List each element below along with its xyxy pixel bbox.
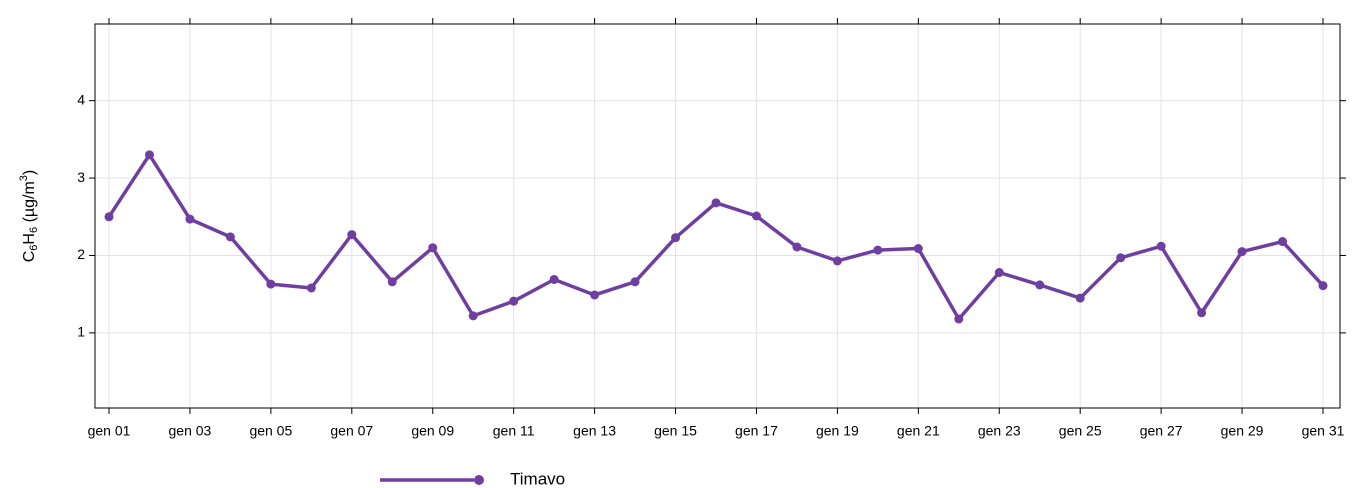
- data-point: [994, 268, 1004, 278]
- x-tick-label: gen 23: [978, 423, 1021, 439]
- data-point: [104, 212, 114, 222]
- y-tick-label: 4: [77, 91, 85, 107]
- data-point: [1035, 280, 1045, 290]
- y-label-part: (µg/m: [21, 181, 38, 227]
- data-point: [549, 274, 559, 284]
- data-point: [1116, 253, 1126, 263]
- y-label-part: 6: [28, 227, 40, 233]
- data-point: [913, 244, 923, 254]
- x-tick-label: gen 07: [330, 423, 373, 439]
- data-point: [1278, 237, 1288, 247]
- data-point: [711, 198, 721, 208]
- y-label-part: H: [21, 233, 38, 245]
- data-point: [1075, 293, 1085, 303]
- x-tick-label: gen 09: [411, 423, 454, 439]
- x-tick-label: gen 15: [654, 423, 697, 439]
- y-tick-label: 2: [77, 246, 85, 262]
- data-point: [630, 277, 640, 287]
- x-tick-label: gen 29: [1221, 423, 1264, 439]
- data-point: [1318, 281, 1328, 291]
- x-tick-label: gen 17: [735, 423, 778, 439]
- data-point: [144, 150, 154, 160]
- data-point: [266, 279, 276, 289]
- data-point: [751, 211, 761, 221]
- data-point: [671, 233, 681, 243]
- x-tick-label: gen 03: [169, 423, 212, 439]
- data-point: [1156, 241, 1166, 251]
- data-point: [1197, 308, 1207, 318]
- data-point: [509, 296, 519, 306]
- y-tick-label: 1: [77, 324, 85, 340]
- x-tick-label: gen 21: [897, 423, 940, 439]
- x-tick-label: gen 25: [1059, 423, 1102, 439]
- x-tick-label: gen 19: [816, 423, 859, 439]
- y-label-part: 3: [18, 175, 30, 181]
- data-point: [873, 245, 883, 255]
- data-point: [306, 283, 316, 293]
- data-point: [792, 242, 802, 252]
- y-tick-label: 3: [77, 169, 85, 185]
- plot-frame: [94, 23, 1341, 409]
- data-point: [225, 232, 235, 242]
- data-point: [468, 311, 478, 321]
- data-point: [428, 243, 438, 253]
- x-tick-label: gen 01: [88, 423, 131, 439]
- y-label-part: C: [21, 251, 38, 263]
- data-point: [185, 214, 195, 224]
- x-tick-label: gen 27: [1140, 423, 1183, 439]
- y-label-part: ): [21, 170, 38, 175]
- x-tick-label: gen 13: [573, 423, 616, 439]
- series-line: [107, 153, 1325, 321]
- data-point: [954, 314, 964, 324]
- x-tick-label: gen 11: [493, 423, 535, 439]
- x-tick-label: gen 31: [1302, 423, 1345, 439]
- y-axis-title: C6H6 (µg/m3): [18, 170, 40, 263]
- data-point: [387, 277, 397, 287]
- y-label-part: 6: [28, 245, 40, 251]
- legend-label: Timavo: [510, 469, 565, 488]
- data-point: [347, 230, 357, 240]
- legend-marker: [474, 475, 484, 485]
- data-point: [590, 290, 600, 300]
- data-point: [832, 256, 842, 266]
- data-point: [1237, 247, 1247, 257]
- x-tick-label: gen 05: [249, 423, 292, 439]
